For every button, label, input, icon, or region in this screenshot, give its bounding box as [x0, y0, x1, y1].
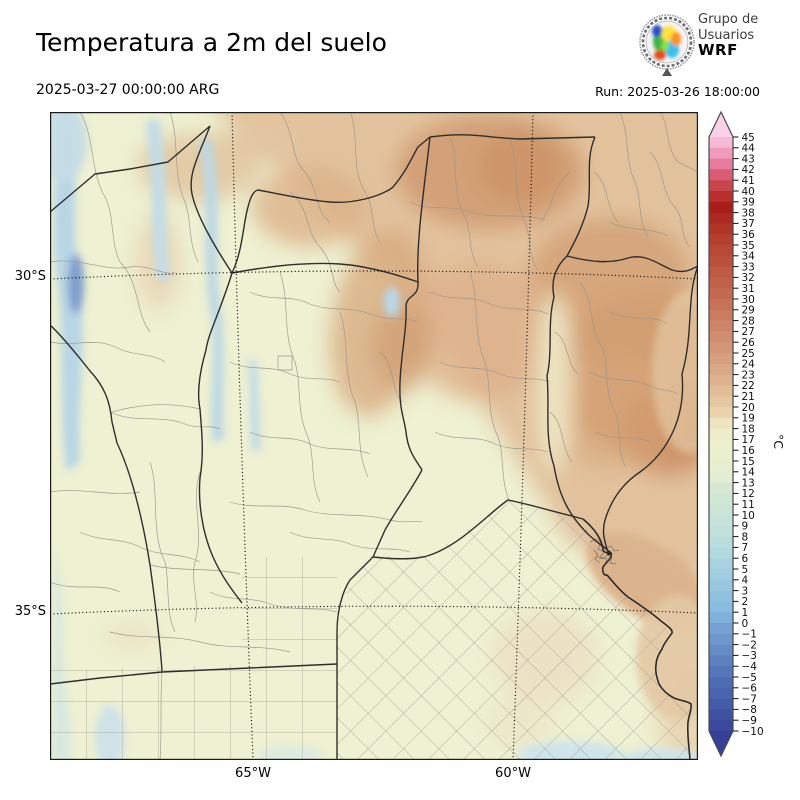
temperature-map	[50, 112, 698, 760]
colorbar-tick-label: −10	[742, 726, 764, 738]
colorbar-bands	[709, 137, 733, 731]
colorbar-under-arrow	[709, 731, 733, 756]
page-title: Temperatura a 2m del suelo	[36, 28, 387, 57]
y-axis-tick-1: 35°S	[4, 604, 46, 619]
x-axis-tick-1: 60°W	[483, 766, 543, 781]
run-time-label: Run: 2025-03-26 18:00:00	[595, 84, 760, 99]
logo-line3-wrf: WRF	[698, 43, 758, 59]
logo-text: Grupo de Usuarios WRF	[698, 12, 758, 59]
logo-line1: Grupo de	[698, 12, 758, 28]
colorbar-ticks: 4544434241403938373635343332313029282726…	[733, 132, 764, 738]
wrf-users-group-logo: Grupo de Usuarios WRF	[638, 10, 798, 72]
x-axis-tick-0: 65°W	[223, 766, 283, 781]
colorbar-unit-label: °C	[771, 434, 786, 449]
y-axis-tick-0: 30°S	[4, 269, 46, 284]
map-canvas	[50, 112, 698, 760]
globe-emblem-icon	[638, 10, 698, 78]
colorbar: 4544434241403938373635343332313029282726…	[700, 104, 800, 774]
colorbar-over-arrow	[709, 112, 733, 137]
valid-time-label: 2025-03-27 00:00:00 ARG	[36, 82, 219, 98]
